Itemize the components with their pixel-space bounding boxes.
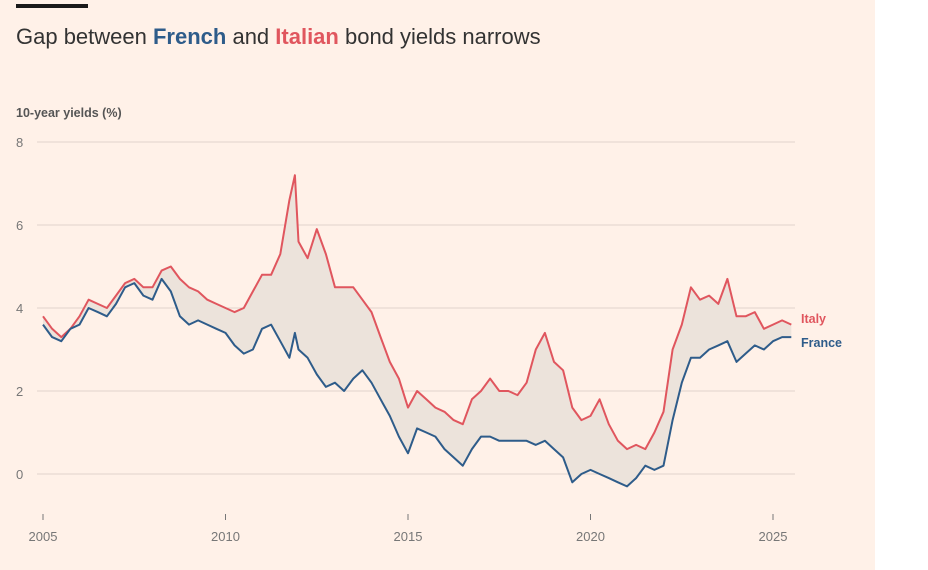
title-middle: and — [226, 24, 276, 49]
y-axis-label: 10-year yields (%) — [16, 106, 122, 120]
title-prefix: Gap between — [16, 24, 153, 49]
series-line-italy — [42, 174, 792, 451]
series-label-italy: Italy — [801, 312, 826, 326]
y-tick-label-4: 4 — [16, 301, 23, 316]
y-tick-label-2: 2 — [16, 384, 23, 399]
x-tick-label-2010: 2010 — [211, 529, 240, 544]
x-tick-label-2005: 2005 — [29, 529, 58, 544]
y-tick-label-8: 8 — [16, 135, 23, 150]
spread-area — [43, 175, 792, 487]
line-chart: 0 2 4 6 8 2005 2010 2015 2020 2025 Italy France — [16, 135, 842, 544]
x-tick-label-2020: 2020 — [576, 529, 605, 544]
chart-title: Gap between French and Italian bond yiel… — [16, 24, 541, 50]
title-italian: Italian — [275, 24, 339, 49]
x-tick-label-2015: 2015 — [394, 529, 423, 544]
series-line-france — [42, 277, 792, 488]
series-label-france: France — [801, 336, 842, 350]
y-tick-label-0: 0 — [16, 467, 23, 482]
x-tick-label-2025: 2025 — [759, 529, 788, 544]
top-accent-bar — [16, 4, 88, 8]
y-tick-label-6: 6 — [16, 218, 23, 233]
title-french: French — [152, 24, 227, 49]
title-suffix: bond yields narrows — [338, 24, 541, 49]
